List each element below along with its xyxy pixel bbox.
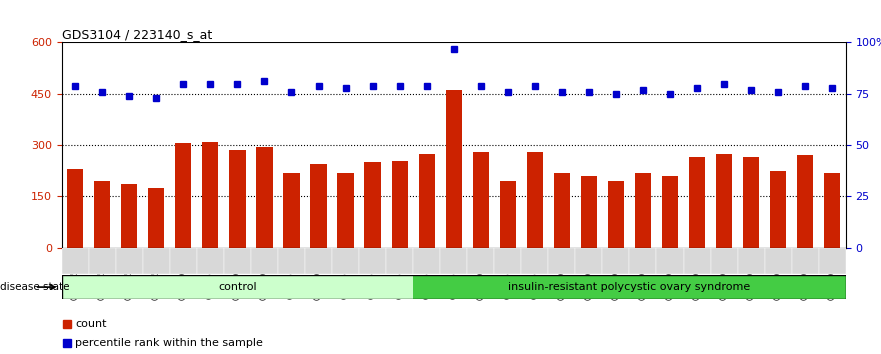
Bar xyxy=(386,248,413,274)
Bar xyxy=(608,181,624,248)
Bar xyxy=(824,172,840,248)
Bar xyxy=(467,248,494,274)
Bar xyxy=(662,176,678,248)
Bar xyxy=(603,248,629,274)
Text: GDS3104 / 223140_s_at: GDS3104 / 223140_s_at xyxy=(62,28,212,41)
Text: control: control xyxy=(218,282,256,292)
Bar xyxy=(770,171,786,248)
Bar xyxy=(684,248,711,274)
Bar xyxy=(337,172,353,248)
Bar xyxy=(418,154,435,248)
Bar xyxy=(62,248,89,274)
Bar xyxy=(522,248,548,274)
Bar xyxy=(413,275,846,299)
Bar xyxy=(391,161,408,248)
Bar xyxy=(203,142,218,248)
Bar xyxy=(716,154,732,248)
Bar xyxy=(554,172,570,248)
Bar xyxy=(170,248,196,274)
Bar xyxy=(332,248,359,274)
Bar xyxy=(251,248,278,274)
Text: insulin-resistant polycystic ovary syndrome: insulin-resistant polycystic ovary syndr… xyxy=(508,282,751,292)
Bar xyxy=(797,155,813,248)
Bar xyxy=(256,147,272,248)
Bar xyxy=(284,172,300,248)
Text: count: count xyxy=(75,319,107,329)
Bar xyxy=(743,157,759,248)
Bar xyxy=(278,248,305,274)
Bar xyxy=(62,275,413,299)
Bar xyxy=(472,152,489,248)
Bar xyxy=(446,90,462,248)
Bar xyxy=(711,248,737,274)
Bar xyxy=(305,248,332,274)
Bar xyxy=(527,152,543,248)
Bar xyxy=(737,248,765,274)
Bar xyxy=(656,248,684,274)
Bar xyxy=(548,248,575,274)
Bar xyxy=(413,248,440,274)
Bar xyxy=(792,248,818,274)
Bar xyxy=(224,248,251,274)
Bar xyxy=(575,248,603,274)
Bar xyxy=(94,181,110,248)
Bar xyxy=(365,162,381,248)
Bar xyxy=(148,188,165,248)
Bar xyxy=(440,248,467,274)
Bar xyxy=(67,169,84,248)
Bar xyxy=(229,150,246,248)
Bar xyxy=(143,248,170,274)
Bar xyxy=(359,248,386,274)
Bar xyxy=(500,181,516,248)
Bar xyxy=(196,248,224,274)
Bar xyxy=(629,248,656,274)
Bar xyxy=(635,172,651,248)
Bar xyxy=(581,176,597,248)
Bar xyxy=(765,248,792,274)
Bar xyxy=(689,157,705,248)
Bar xyxy=(122,184,137,248)
Bar xyxy=(494,248,522,274)
Bar xyxy=(818,248,846,274)
Text: disease state: disease state xyxy=(0,282,70,292)
Bar xyxy=(175,143,191,248)
Bar xyxy=(115,248,143,274)
Bar xyxy=(89,248,115,274)
Text: percentile rank within the sample: percentile rank within the sample xyxy=(75,338,263,348)
Bar xyxy=(310,164,327,248)
